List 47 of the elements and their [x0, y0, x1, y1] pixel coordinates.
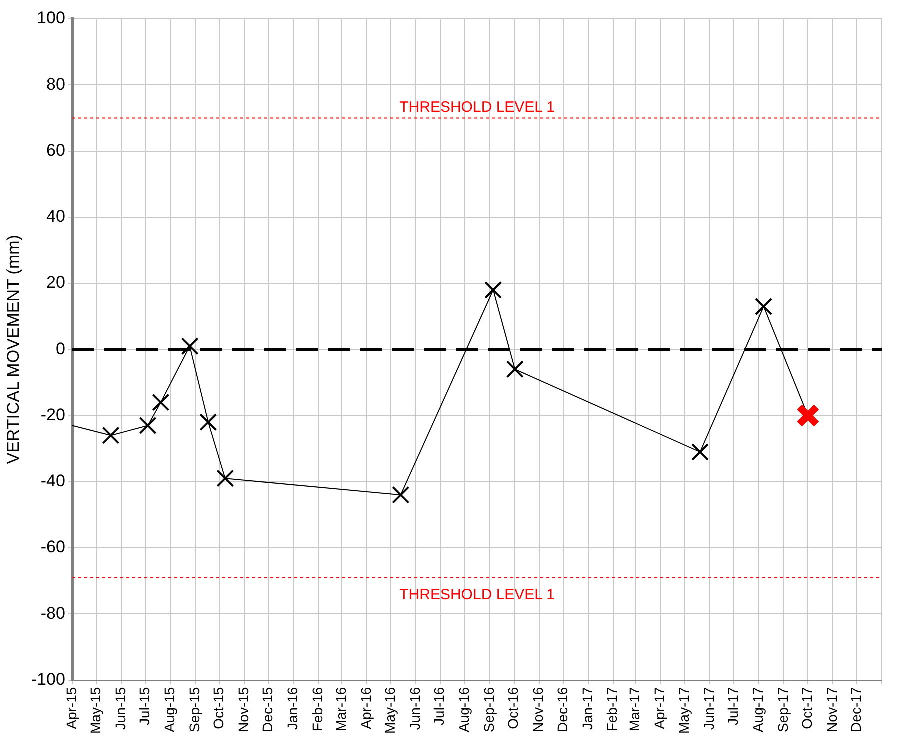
x-tick-label: May-17 [676, 687, 692, 734]
x-tick-label: Aug-15 [161, 687, 178, 732]
x-tick-label: Jun-16 [406, 687, 423, 730]
ref-line-label: THRESHOLD LEVEL 1 [400, 98, 555, 116]
x-tick-label: May-16 [382, 687, 398, 734]
x-tick-label: Jul-15 [136, 687, 153, 726]
y-tick-label: 80 [46, 74, 66, 94]
x-tick-label: Sep-15 [186, 687, 202, 732]
y-tick-label: 100 [37, 8, 66, 28]
x-tick-label: Oct-16 [505, 687, 522, 730]
y-tick-label: -80 [40, 604, 66, 623]
x-tick-label: Sep-16 [481, 687, 498, 732]
x-tick-label: Jun-17 [700, 687, 717, 730]
x-tick-label: Oct-17 [799, 687, 816, 730]
y-tick-label: -40 [40, 472, 66, 491]
y-tick-label: -60 [40, 538, 66, 557]
x-tick-label: Feb-17 [604, 687, 620, 732]
y-tick-label: 0 [56, 339, 66, 358]
x-tick-label: Feb-16 [310, 687, 326, 732]
x-tick-label: Oct-15 [210, 687, 227, 730]
x-tick-label: Jan-17 [579, 687, 596, 730]
x-tick-label: Jun-15 [112, 687, 128, 730]
x-tick-label: Jul-17 [724, 687, 741, 726]
y-tick-label: 60 [46, 140, 66, 160]
x-tick-label: Aug-16 [456, 687, 472, 732]
x-tick-label: Mar-16 [332, 687, 349, 732]
x-tick-label: Aug-17 [750, 687, 766, 732]
x-tick-label: Nov-16 [530, 687, 546, 732]
y-tick-label: 20 [46, 273, 66, 292]
ref-line-label: THRESHOLD LEVEL 1 [400, 586, 555, 604]
x-tick-label: Nov-17 [824, 687, 840, 732]
x-tick-label: Apr-15 [63, 687, 80, 730]
x-tick-label: May-15 [87, 687, 104, 734]
y-tick-label: -100 [31, 670, 66, 690]
y-tick-label: -20 [40, 405, 66, 424]
x-tick-label: Sep-17 [774, 687, 791, 732]
y-tick-label: 40 [46, 207, 66, 226]
x-tick-label: Dec-16 [554, 687, 570, 732]
y-axis-title: VERTICAL MOVEMENT (mm) [4, 235, 23, 464]
x-tick-label: Apr-16 [358, 687, 374, 730]
x-tick-label: Apr-17 [652, 687, 668, 730]
x-tick-label: Jan-16 [284, 687, 301, 730]
x-tick-label: Mar-17 [626, 687, 643, 732]
x-tick-label: Nov-15 [236, 687, 252, 732]
x-tick-label: Jul-16 [431, 687, 448, 726]
x-tick-label: Dec-15 [260, 687, 276, 732]
x-tick-label: Dec-17 [848, 687, 864, 732]
